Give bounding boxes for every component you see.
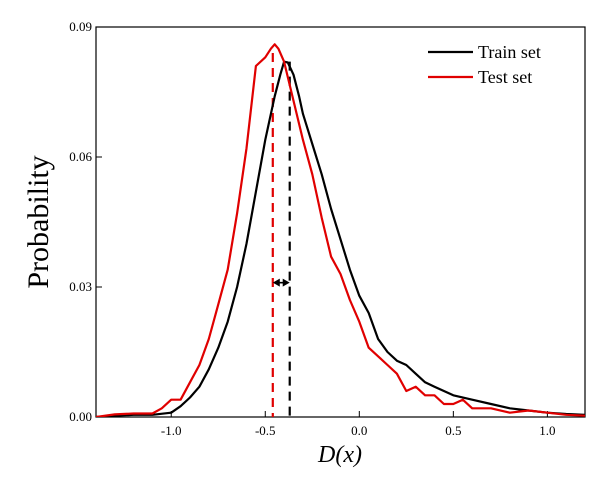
x-tick-label: 0.5 xyxy=(445,423,461,438)
y-tick-label: 0.03 xyxy=(69,279,92,294)
x-tick-label: 0.0 xyxy=(351,423,367,438)
legend: Train set Test set xyxy=(428,42,541,87)
x-tick-label: -1.0 xyxy=(161,423,182,438)
x-tick-label: 1.0 xyxy=(539,423,555,438)
plot-frame xyxy=(95,26,586,418)
x-tick-label: -0.5 xyxy=(255,423,276,438)
train-series-line xyxy=(96,60,585,417)
legend-label: Train set xyxy=(478,42,541,62)
test-series-line xyxy=(96,43,585,417)
x-axis-title: D(x) xyxy=(317,442,362,468)
y-tick-label: 0.00 xyxy=(69,409,92,424)
y-axis-title: Probability xyxy=(22,155,55,288)
y-tick-label: 0.09 xyxy=(69,19,92,34)
y-tick-label: 0.06 xyxy=(69,149,92,164)
double-arrow-annotation xyxy=(272,278,290,287)
legend-label: Test set xyxy=(478,67,532,87)
